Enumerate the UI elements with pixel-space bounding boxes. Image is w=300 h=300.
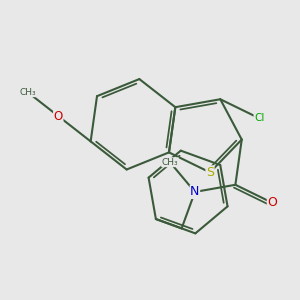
Text: O: O	[54, 110, 63, 123]
Text: Cl: Cl	[254, 113, 265, 123]
Text: O: O	[267, 196, 277, 209]
Text: S: S	[206, 166, 214, 179]
Text: CH₃: CH₃	[162, 158, 178, 167]
Text: CH₃: CH₃	[20, 88, 36, 97]
Text: N: N	[190, 185, 200, 198]
